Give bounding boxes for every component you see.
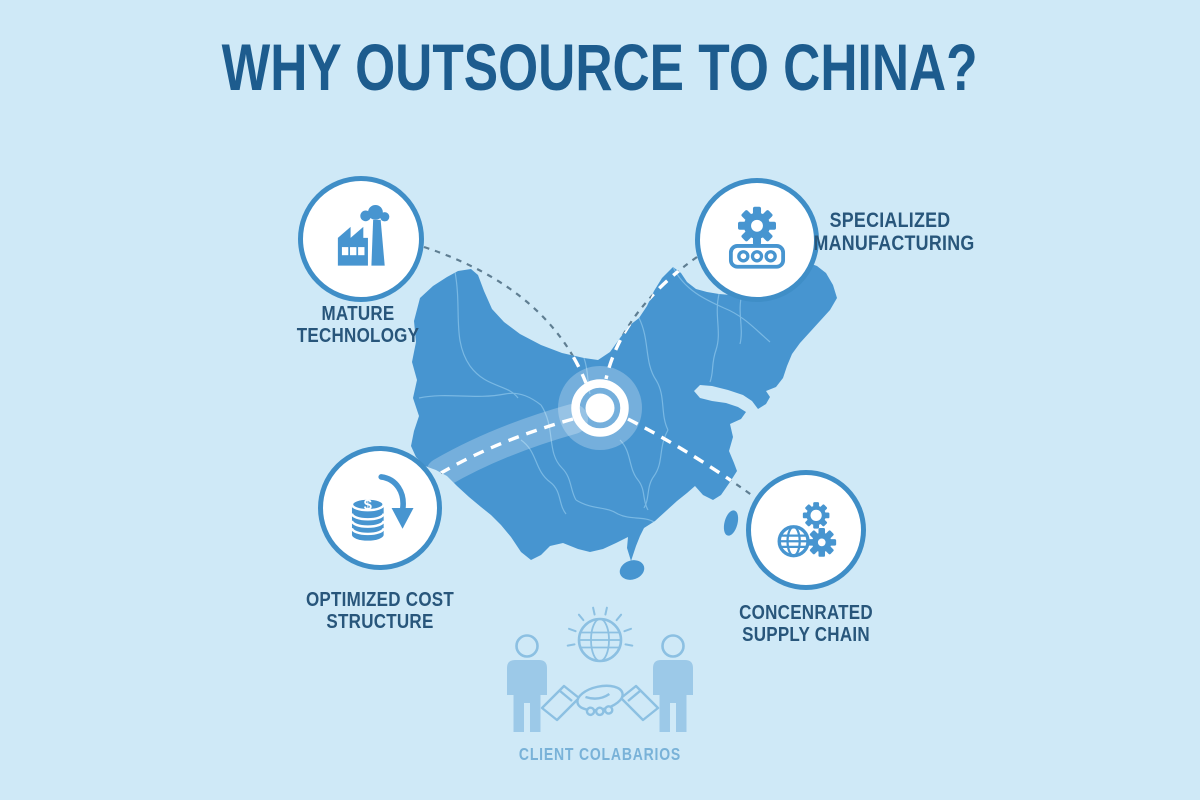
label-line: STRUCTURE bbox=[326, 611, 434, 633]
gear-machine-icon bbox=[728, 206, 786, 269]
center-target-marker bbox=[558, 366, 642, 450]
label-line: TECHNOLOGY bbox=[296, 325, 420, 347]
node-concentrated-supply-chain bbox=[746, 470, 866, 590]
node-mature-technology bbox=[298, 176, 424, 302]
node-specialized-manufacturing bbox=[695, 178, 819, 302]
factory-icon bbox=[337, 205, 390, 266]
globe-gears-icon bbox=[777, 502, 837, 558]
label-line: MATURE bbox=[321, 303, 395, 325]
label-line: OPTIMIZED COST bbox=[305, 589, 455, 611]
solid-gear-glyph bbox=[807, 527, 837, 557]
target-inner-dot bbox=[585, 393, 615, 423]
label-mature-technology: MATURE TECHNOLOGY bbox=[273, 303, 443, 347]
target-outer-ring bbox=[571, 379, 629, 437]
page-title: WHY OUTSOURCE TO CHINA? bbox=[0, 34, 1200, 100]
coin-stack: $ bbox=[350, 497, 385, 541]
globe-rays bbox=[566, 606, 634, 647]
label-line: MANUFACTURING bbox=[813, 232, 975, 256]
footer-caption: CLIENT COLABARIOS bbox=[518, 744, 682, 764]
label-optimized-cost-structure: OPTIMIZED COST STRUCTURE bbox=[295, 589, 465, 633]
label-line: SUPPLY CHAIN bbox=[742, 624, 870, 646]
hainan-island-shape bbox=[619, 560, 645, 580]
dollar-glyph: $ bbox=[364, 497, 372, 513]
label-concentrated-supply-chain: CONCENRATED SUPPLY CHAIN bbox=[721, 602, 891, 646]
taiwan-island-shape bbox=[723, 510, 739, 536]
page-title-text: WHY OUTSOURCE TO CHINA? bbox=[221, 30, 979, 104]
label-line: CONCENRATED bbox=[739, 602, 873, 624]
handshake-icon bbox=[540, 684, 660, 722]
globe-glyph bbox=[777, 525, 810, 558]
person-figure-left bbox=[507, 634, 547, 732]
globe-icon bbox=[566, 606, 634, 663]
falling-cost-icon: $ bbox=[350, 474, 414, 541]
collaboration-handshake-icon bbox=[507, 606, 693, 732]
outline-gear-glyph bbox=[802, 502, 830, 529]
label-line: SPECIALIZED bbox=[829, 209, 951, 232]
person-figure-right bbox=[653, 634, 693, 732]
label-specialized-manufacturing: SPECIALIZED MANUFACTURING bbox=[814, 209, 975, 255]
node-optimized-cost-structure: $ bbox=[318, 446, 442, 570]
